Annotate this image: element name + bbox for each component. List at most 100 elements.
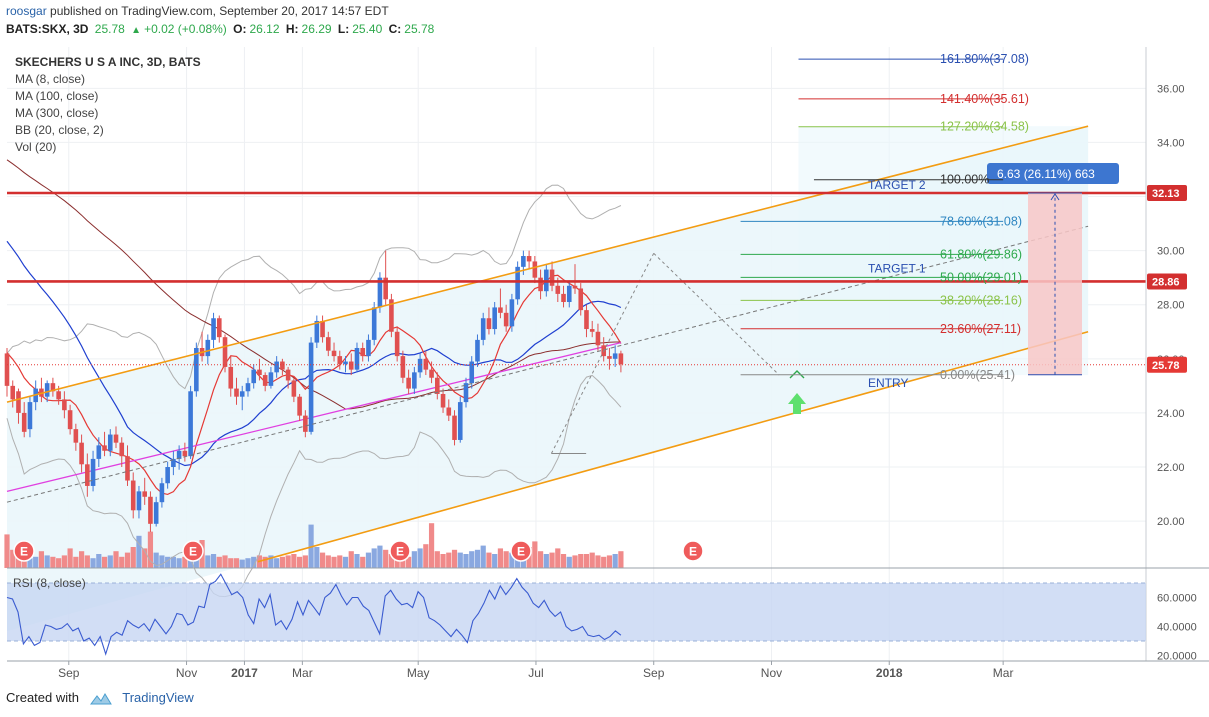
candle-body [153, 502, 159, 524]
candle-body [521, 256, 526, 267]
volume-bar [233, 558, 240, 568]
candle-body [159, 483, 165, 503]
ma300-line [6, 159, 621, 410]
candle-body [303, 415, 308, 432]
volume-bar [113, 551, 119, 568]
candle-body [251, 369, 257, 384]
candle-body [412, 372, 417, 389]
volume-bar [210, 554, 217, 568]
rsi-band [7, 583, 1146, 641]
candle-body [165, 467, 170, 484]
channel-upper-line [6, 125, 1089, 403]
candle-body [239, 391, 245, 397]
volume-bar [428, 523, 435, 568]
legend-ma300[interactable]: MA (300, close) [15, 106, 99, 120]
legend-title: SKECHERS U S A INC, 3D, BATS [15, 55, 201, 69]
candle-body [366, 339, 371, 357]
volume-bar [153, 552, 159, 568]
legend-ma8[interactable]: MA (8, close) [15, 72, 86, 86]
candle-body [394, 331, 400, 357]
candle-body [268, 372, 274, 386]
ma8-line [6, 274, 622, 496]
candle-body [56, 391, 61, 400]
candle-body [348, 361, 354, 370]
candle-body [188, 391, 193, 457]
volume-bar [182, 556, 188, 568]
candle-body [44, 383, 50, 397]
candle-body [492, 307, 497, 330]
volume-bar [314, 547, 320, 568]
x-tick-label: Nov [176, 666, 197, 680]
fib-label: 161.80%(37.08) [940, 52, 1029, 66]
legend-vol[interactable]: Vol (20) [15, 140, 57, 154]
low-value: 25.40 [352, 22, 383, 36]
candle-body [216, 318, 222, 338]
volume-bar [124, 552, 131, 568]
candle-body [142, 491, 147, 497]
volume-bar [107, 555, 113, 568]
volume-bar [446, 552, 452, 568]
candle-body [538, 277, 543, 292]
candle-body [561, 293, 566, 303]
legend-ma100[interactable]: MA (100, close) [15, 89, 99, 103]
drawings: TARGET 2 TARGET 1 ENTRY 6.63 (26.11%) 663 [6, 125, 1146, 563]
tradingview-brand[interactable]: TradingView [122, 690, 194, 705]
volume-bar [383, 549, 389, 568]
candle-body [62, 399, 67, 411]
volume-bar [176, 558, 182, 568]
volume-bar [61, 555, 67, 568]
volume-bar [572, 555, 578, 568]
symbol-name[interactable]: BATS:SKX, 3D [6, 22, 89, 36]
y-tick-label: 24.00 [1157, 408, 1185, 420]
level-label-target-2: TARGET 2 [868, 178, 926, 192]
volume-bar [566, 556, 572, 568]
candle-body [452, 415, 457, 440]
volume-bar [342, 556, 349, 568]
symbol-quote: BATS:SKX, 3D 25.78 ▲ +0.02 (+0.08%) O: 26.… [6, 22, 437, 36]
price-change: +0.02 (+0.08%) [144, 22, 227, 36]
candle-body [435, 377, 440, 394]
candle-body [234, 388, 239, 397]
volume-bar [130, 547, 136, 568]
rsi-legend[interactable]: RSI (8, close) [13, 576, 86, 590]
publish-info: roosgar published on TradingView.com, Se… [6, 4, 389, 18]
publisher-name[interactable]: roosgar [6, 4, 47, 18]
candle-body [136, 491, 142, 511]
volume-bar [73, 556, 79, 568]
candle-body [377, 277, 383, 308]
volume-bar [388, 554, 395, 568]
candle-body [90, 458, 96, 486]
legend-bb[interactable]: BB (20, close, 2) [15, 123, 104, 137]
volume-bar [291, 554, 297, 568]
volume-bar [463, 554, 469, 568]
volume-bar [319, 552, 326, 568]
candle-body [205, 339, 211, 357]
volume-bar [84, 555, 90, 568]
x-tick-label: Mar [993, 666, 1014, 680]
volume-bar [170, 556, 176, 568]
volume-bar [67, 548, 73, 568]
candle-body [73, 429, 79, 443]
indicator-legend: SKECHERS U S A INC, 3D, BATS MA (8, clos… [15, 54, 201, 156]
measure-arrow-head [1050, 193, 1060, 201]
candle-body [331, 350, 337, 357]
footer: Created with TradingView [6, 690, 194, 706]
candle-body [107, 434, 113, 451]
measure-label-bg [987, 163, 1119, 184]
volume-bar [50, 556, 56, 568]
volume-bar [549, 552, 555, 568]
candle-body [314, 320, 320, 343]
volume-bar [589, 552, 595, 568]
candle-body [526, 256, 532, 262]
high-label: H: [285, 22, 299, 36]
volume-bar [486, 552, 492, 568]
candle-body [125, 456, 130, 481]
volume-bar [492, 554, 498, 568]
volume-bar [543, 554, 549, 568]
candle-body [337, 356, 343, 365]
x-tick-label: Mar [292, 666, 313, 680]
volume-bar [268, 555, 274, 568]
volume-bar [578, 554, 584, 568]
volume-bar [159, 555, 165, 568]
